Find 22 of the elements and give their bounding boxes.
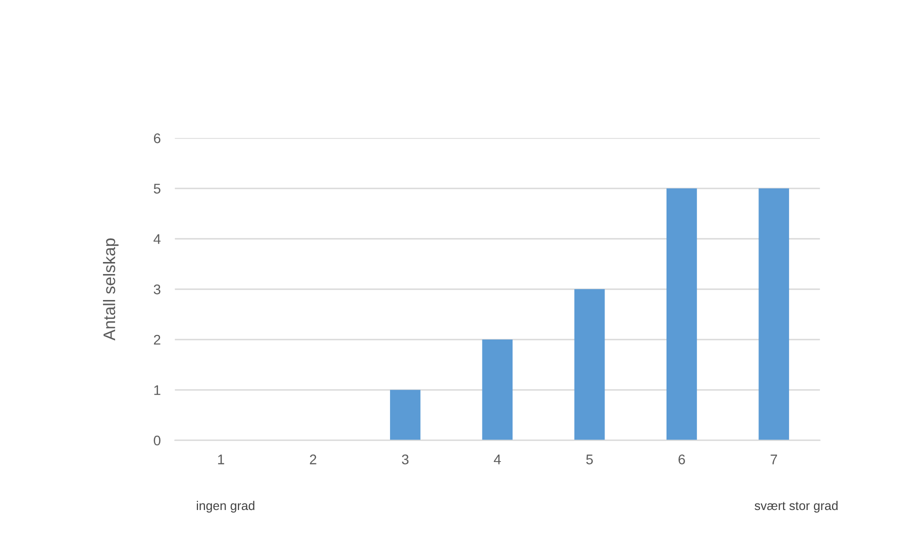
x-tick-label: 1 [218,454,224,464]
x-tick-label: 4 [494,454,501,464]
y-tick-label: 6 [154,133,160,144]
x-tick-label: 3 [402,454,408,464]
y-tick-label: 0 [154,436,160,446]
y-tick-label: 2 [154,334,160,345]
bar [758,188,790,440]
text: svært stor grad [754,500,838,513]
bar [574,289,605,440]
text: ingen grad [196,500,254,513]
x-tick-label: 7 [770,454,778,464]
bar [482,340,513,440]
y-tick-label: 5 [154,184,160,194]
x-tick-label: 2 [310,454,316,464]
y-tick-label: 3 [154,284,160,294]
bar [390,390,420,440]
x-tick-label: 5 [586,454,593,464]
bar [666,188,697,440]
y-axis-title: Antall selskap [102,238,119,341]
x-tick-label: 6 [678,454,685,464]
y-tick-label: 4 [154,234,161,244]
y-tick-label: 1 [154,385,160,395]
